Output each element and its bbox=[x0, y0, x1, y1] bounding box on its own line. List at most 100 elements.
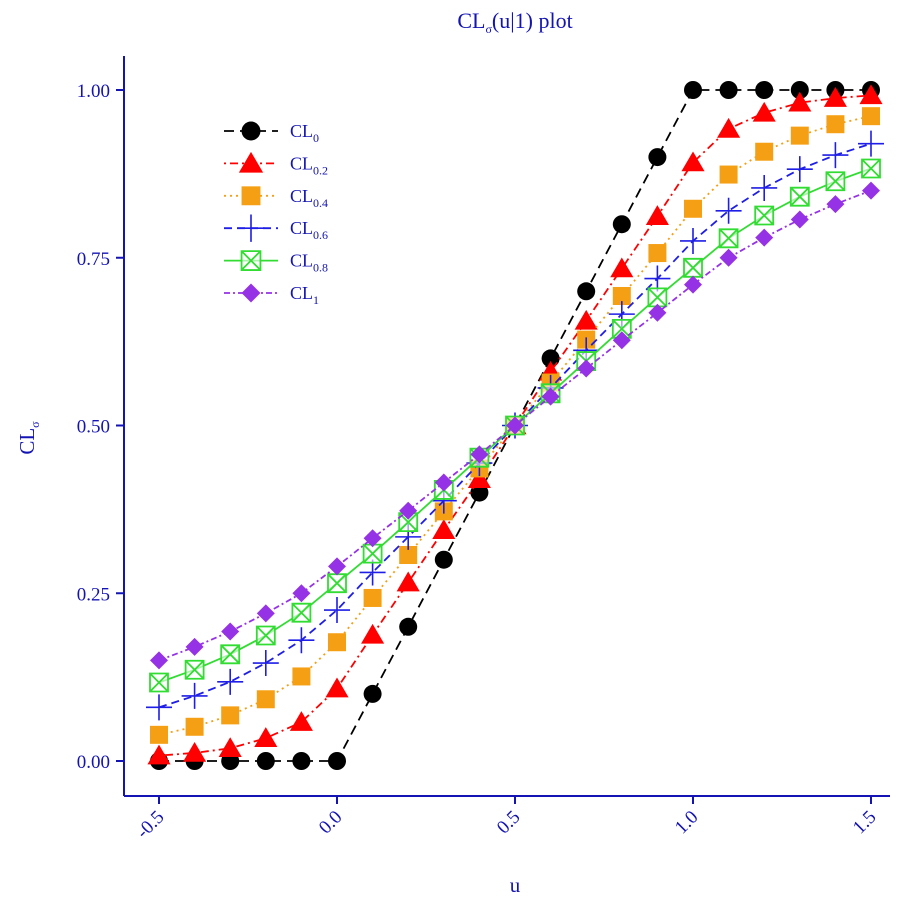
legend-label: CL1 bbox=[290, 283, 319, 307]
data-point bbox=[822, 142, 849, 169]
data-point bbox=[470, 483, 489, 502]
x-tick-label: 1.5 bbox=[849, 807, 881, 839]
data-point bbox=[647, 287, 668, 308]
x-tick-label: -0.5 bbox=[132, 807, 168, 843]
data-point bbox=[291, 602, 312, 623]
data-point bbox=[755, 81, 774, 99]
data-point bbox=[185, 717, 204, 736]
data-point bbox=[755, 142, 774, 161]
data-point bbox=[324, 597, 350, 624]
data-point bbox=[611, 318, 632, 339]
data-point bbox=[362, 543, 383, 564]
data-point bbox=[325, 677, 349, 698]
x-tick-label: 0.5 bbox=[493, 807, 525, 839]
data-point bbox=[859, 84, 883, 105]
data-point bbox=[645, 205, 669, 225]
data-point bbox=[181, 682, 208, 709]
series-CL1 bbox=[150, 181, 880, 670]
data-point bbox=[327, 573, 347, 594]
legend-label: CL0.6 bbox=[290, 218, 328, 242]
data-point bbox=[256, 752, 275, 770]
legend-marker bbox=[241, 283, 261, 303]
legend-label: CL0.8 bbox=[290, 251, 328, 275]
legend-item: CL0.8 bbox=[224, 250, 328, 275]
data-point bbox=[185, 637, 204, 656]
data-point bbox=[683, 257, 703, 278]
data-point bbox=[684, 275, 702, 294]
data-point bbox=[434, 550, 453, 569]
data-point bbox=[289, 711, 313, 731]
data-point bbox=[862, 181, 880, 200]
data-point bbox=[858, 130, 884, 157]
data-point bbox=[328, 633, 346, 652]
data-point bbox=[292, 752, 311, 770]
data-point bbox=[751, 174, 778, 201]
data-point bbox=[361, 623, 385, 644]
data-point bbox=[719, 248, 738, 267]
data-point bbox=[541, 349, 560, 368]
data-point bbox=[149, 672, 169, 693]
data-point bbox=[217, 668, 244, 695]
series-line bbox=[158, 115, 872, 736]
data-point bbox=[718, 228, 739, 249]
series-line bbox=[159, 89, 871, 762]
y-axis-label: CLσ bbox=[15, 421, 42, 455]
data-point bbox=[183, 741, 207, 762]
data-point bbox=[717, 117, 741, 138]
x-tick-label: 1.0 bbox=[671, 807, 703, 839]
data-point bbox=[612, 286, 631, 305]
data-point bbox=[396, 571, 420, 592]
data-point bbox=[684, 199, 702, 218]
data-point bbox=[470, 445, 489, 464]
data-point bbox=[184, 659, 205, 680]
data-point bbox=[610, 257, 634, 278]
data-point bbox=[432, 519, 456, 539]
y-tick-label: 1.00 bbox=[77, 81, 110, 102]
data-point bbox=[680, 227, 706, 254]
data-point bbox=[754, 205, 775, 226]
data-point bbox=[467, 468, 491, 488]
y-tick-label: 0.00 bbox=[77, 752, 110, 773]
data-point bbox=[363, 684, 382, 703]
data-point bbox=[644, 265, 671, 292]
series-CL0-4 bbox=[150, 107, 880, 744]
data-point bbox=[220, 644, 241, 665]
data-point bbox=[288, 627, 315, 654]
data-point bbox=[221, 622, 240, 641]
data-point bbox=[252, 650, 279, 677]
data-point bbox=[752, 101, 776, 122]
data-point bbox=[255, 625, 276, 646]
data-point bbox=[363, 529, 382, 548]
data-point bbox=[719, 81, 738, 99]
data-point bbox=[861, 158, 881, 179]
data-point bbox=[826, 115, 845, 134]
y-tick-label: 0.50 bbox=[77, 417, 110, 438]
data-point bbox=[399, 617, 418, 636]
data-point bbox=[577, 359, 596, 378]
data-point bbox=[147, 744, 171, 765]
x-axis-label: u bbox=[510, 873, 521, 897]
data-point bbox=[254, 727, 278, 747]
data-point bbox=[789, 186, 810, 207]
legend-marker bbox=[237, 214, 265, 242]
data-point bbox=[221, 706, 240, 725]
data-point bbox=[328, 557, 346, 576]
legend-marker bbox=[241, 186, 261, 206]
data-point bbox=[684, 81, 702, 99]
data-point bbox=[719, 165, 738, 184]
data-point bbox=[612, 331, 631, 350]
data-point bbox=[823, 87, 847, 107]
data-point bbox=[434, 473, 453, 492]
data-point bbox=[825, 171, 846, 192]
legend-marker bbox=[238, 151, 264, 173]
data-point bbox=[790, 81, 809, 99]
data-point bbox=[359, 559, 386, 586]
legend-item: CL1 bbox=[224, 283, 319, 307]
data-point bbox=[150, 651, 168, 670]
x-tick-label: 0.0 bbox=[315, 807, 347, 839]
data-point bbox=[256, 604, 275, 623]
series-layer bbox=[146, 81, 884, 770]
data-point bbox=[292, 667, 311, 686]
legend-label: CL0.2 bbox=[290, 153, 328, 177]
